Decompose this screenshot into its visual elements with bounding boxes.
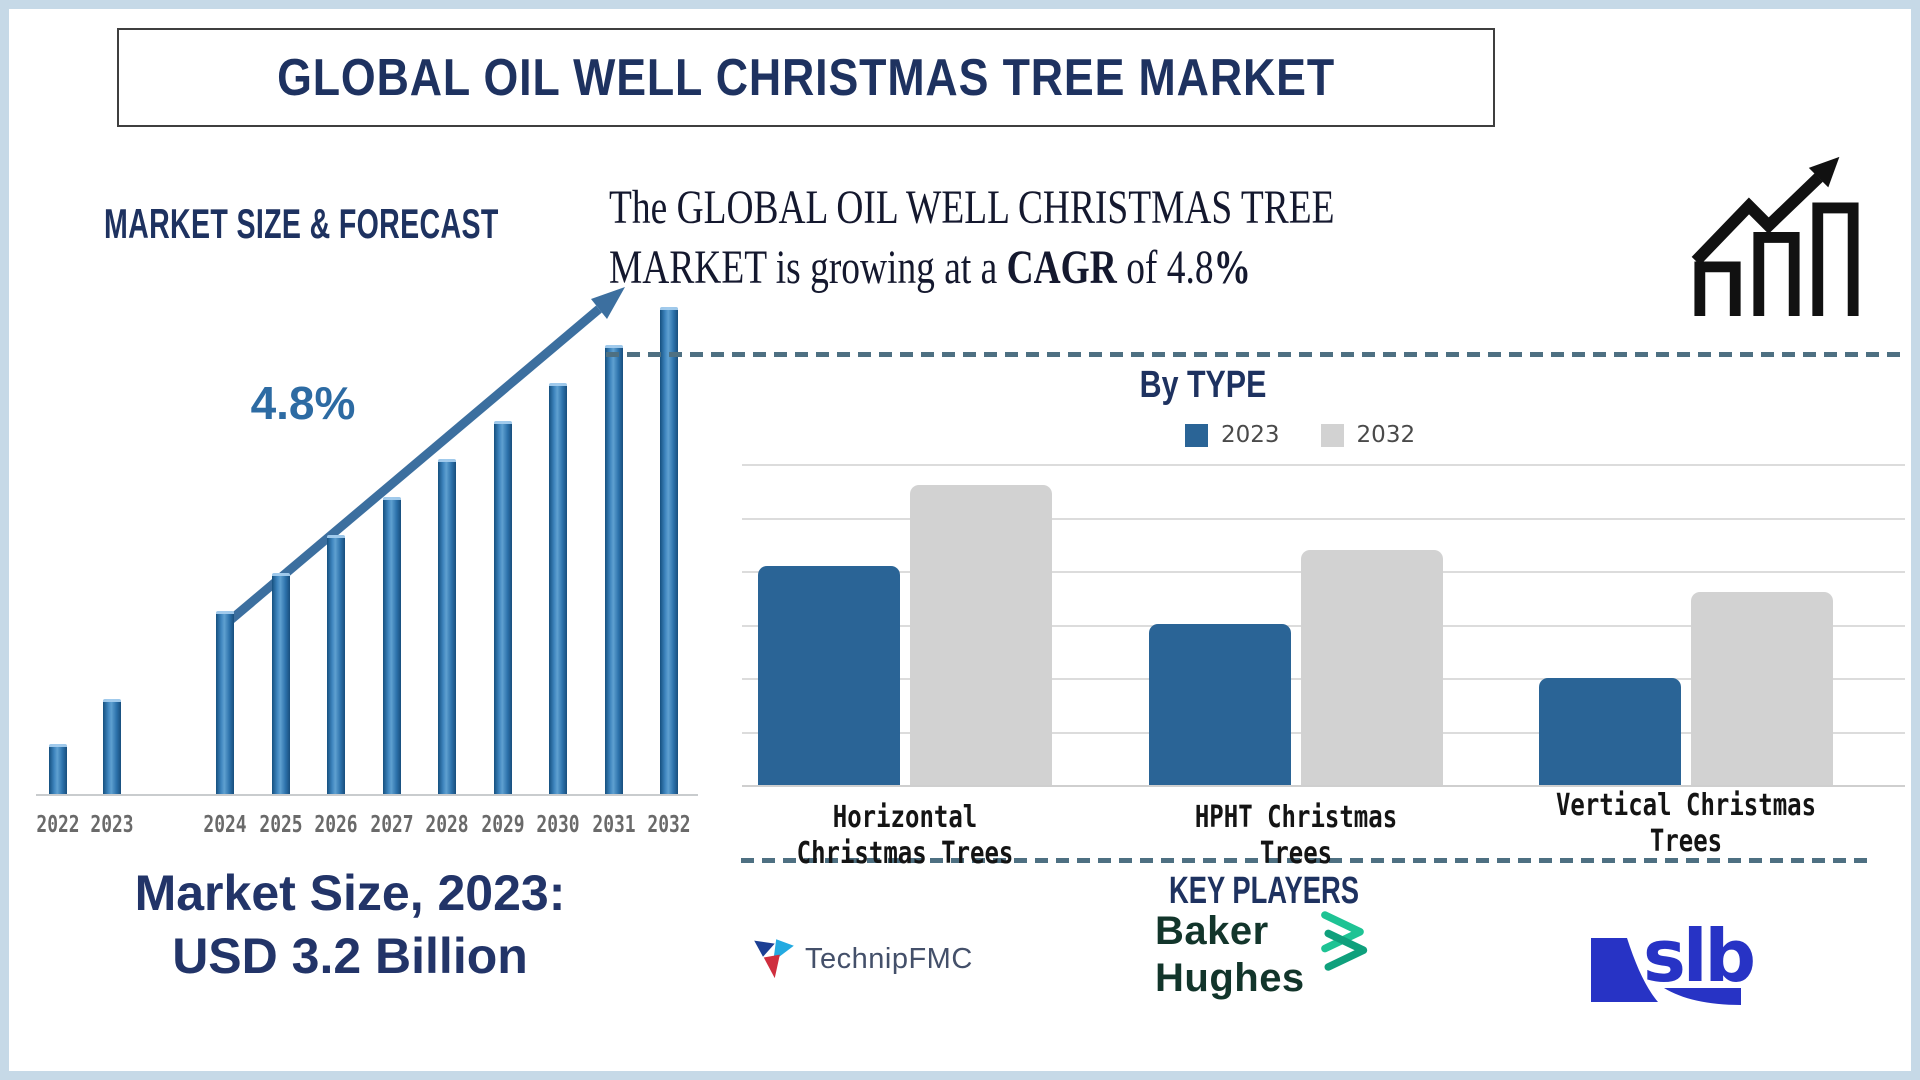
cagr-bold: CAGR [1006,241,1117,294]
legend-swatch-2032 [1320,423,1344,447]
category-label-line: HPHT Christmas [1194,800,1398,835]
left-chart-baseline [36,794,698,796]
pct-bold: % [1213,241,1251,294]
logo-slb: slb [1591,922,1757,1005]
year-label-2023: 2023 [90,812,134,838]
legend-label-2023: 2023 [1221,422,1280,448]
year-label-2024: 2024 [203,812,247,838]
logo-baker-hughes: Baker Hughes [1155,908,1373,1002]
forecast-bar-2028 [438,459,456,794]
legend-label-2032: 2032 [1356,422,1416,448]
cagr-note: The GLOBAL OIL WELL CHRISTMAS TREE MARKE… [609,178,1335,298]
forecast-bar-2026 [327,535,345,794]
year-label-2032: 2032 [647,812,691,838]
year-label-2030: 2030 [536,812,580,838]
forecast-bar-2030 [549,383,567,794]
growth-chart-icon [1691,156,1859,317]
forecast-bar-2024 [216,611,234,794]
logo-technipfmc: TechnipFMC [752,930,973,988]
by-type-heading: By TYPE [1139,364,1267,406]
dashed-divider-bottom [741,858,1869,863]
technipfmc-icon [754,939,794,979]
gridline-0 [742,464,1905,466]
category-label-line: Christmas Trees [796,836,1014,871]
market-size-summary-line1: Market Size, 2023: [134,865,566,921]
category-label-line: Vertical Christmas [1555,788,1817,823]
gridline-6 [742,785,1905,787]
market-size-forecast-heading: MARKET SIZE & FORECAST [104,200,499,247]
title-box: GLOBAL OIL WELL CHRISTMAS TREE MARKET [117,28,1495,127]
forecast-bar-2025 [271,573,290,794]
cagr-note-line2: MARKET is growing at a CAGR of 4.8% [609,241,1251,294]
baker-hughes-icon [1320,911,1367,971]
year-label-2027: 2027 [369,812,414,838]
category-label-line: Horizontal [832,800,978,835]
slb-wordmark: slb [1643,922,1754,998]
category-label-1: Horizontal Christmas Trees [729,800,1081,872]
year-label-2025: 2025 [258,812,303,838]
technipfmc-wordmark: TechnipFMC [805,942,973,975]
year-label-2028: 2028 [425,812,469,838]
forecast-bar-2027 [382,497,401,794]
forecast-bar-2023 [103,699,121,794]
page-title: GLOBAL OIL WELL CHRISTMAS TREE MARKET [277,48,1335,107]
bar-2032-horizontal [910,485,1052,785]
year-label-2031: 2031 [591,812,636,838]
category-label-2: HPHT Christmas Trees [1120,800,1472,872]
forecast-bar-2022 [49,744,67,794]
baker-hughes-wordmark-line2: Hughes [1155,956,1305,1000]
legend-swatch-2023 [1185,423,1208,447]
year-label-2029: 2029 [480,812,525,838]
forecast-bar-2031 [604,345,623,794]
bar-2023-horizontal [758,566,900,785]
cagr-note-line1: The GLOBAL OIL WELL CHRISTMAS TREE [609,181,1335,234]
by-type-legend: 2023 2032 [1185,422,1443,448]
baker-hughes-wordmark-line1: Baker [1155,909,1269,953]
slb-wave-right [1664,988,1741,1005]
key-players-heading: KEY PLAYERS [1168,870,1360,912]
forecast-bar-2032 [660,307,678,794]
market-size-summary: Market Size, 2023: USD 3.2 Billion [90,862,610,988]
bar-2032-vertical-christmas [1691,592,1833,785]
slb-wave-left [1591,938,1658,1002]
year-label-2026: 2026 [314,812,358,838]
bar-2023-vertical-christmas [1539,678,1681,785]
dashed-divider-top [606,352,1906,357]
bar-2023-hpht-christmas [1149,624,1291,785]
market-size-summary-line2: USD 3.2 Billion [172,928,528,984]
category-label-line: Trees [1649,824,1723,859]
category-label-line: Trees [1259,836,1333,871]
category-label-3: Vertical Christmas Trees [1510,788,1862,860]
bar-2032-hpht-christmas [1301,550,1443,785]
forecast-bar-2029 [493,421,512,794]
year-label-2022: 2022 [36,812,80,838]
gridline-1 [742,517,1905,520]
